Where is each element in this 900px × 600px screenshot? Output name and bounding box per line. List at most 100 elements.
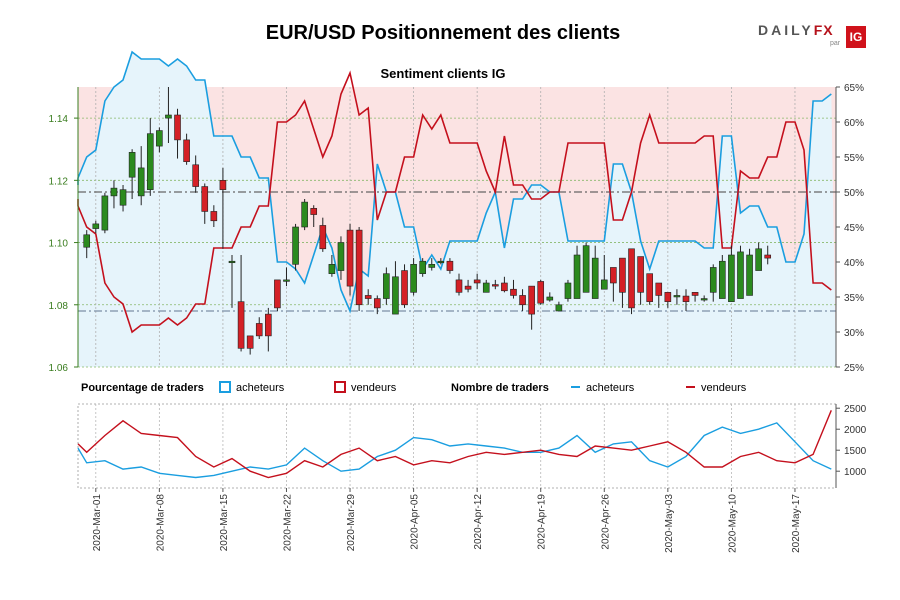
sentiment-lines [77,50,832,334]
legend-buyers-count-label: acheteurs [586,382,635,394]
candle-body [737,251,744,299]
candle-body [219,180,227,190]
candle-body [165,114,172,119]
candle-body [528,285,535,315]
candle-body [92,223,100,229]
candle-body [591,257,599,299]
candle-body [83,234,91,248]
date-tick-label: 2020-Apr-05 [410,494,421,550]
legend-buyers-pct-label: acheteurs [236,382,285,394]
candle-body [246,335,254,349]
date-tick-label: 2020-May-10 [727,494,738,553]
legend-sellers-pct-swatch [334,381,346,393]
count-tick-label: 1500 [844,446,867,457]
candle-body [719,260,726,299]
candle-body [492,284,499,287]
dailyfx-logo: DAILYFX par IG [758,22,866,48]
price-candles [83,87,772,355]
candle-body [237,301,245,349]
candle-body [337,242,345,271]
page-title: EUR/USD Positionnement des clients [265,22,621,44]
candle-body [764,254,772,259]
candle-body [455,279,463,293]
candle-body [655,282,663,296]
legend-sellers-pct-label: vendeurs [351,382,397,394]
sellers-count-line [77,410,832,479]
candle-body [119,189,127,206]
candle-body [383,273,390,299]
legend-sellers-count-label: vendeurs [701,382,747,394]
sentiment-tick-label: 65% [844,83,864,94]
date-tick-label: 2020-Mar-22 [282,494,293,552]
sentiment-tick-label: 50% [844,188,864,199]
legend-pct-title: Pourcentage de traders [81,382,204,394]
price-tick-label: 1.12 [49,176,69,187]
logo-par-text: par [830,40,841,47]
candle-body [664,292,672,302]
candle-body [709,267,717,293]
sentiment-tick-label: 30% [844,328,864,339]
legend-buyers-pct-swatch [219,381,231,393]
candle-body [274,279,281,309]
candle-body [301,201,308,228]
candle-body [410,264,417,293]
candle-body [582,245,590,293]
candle-body [210,211,218,222]
candle-body [192,164,199,187]
candle-body [510,288,517,296]
candle-body [691,292,699,296]
candle-body [419,260,426,274]
candle-body [746,254,753,296]
candle-body [573,254,581,299]
candle-body [110,187,118,197]
candle-body [156,130,163,147]
logo-wordmark: DAILYFX [758,22,834,38]
sentiment-area [78,52,836,367]
date-tick-label: 2020-May-03 [664,494,675,553]
date-tick-label: 2020-Mar-29 [346,494,357,552]
buyers-pct-line [77,50,832,314]
candle-body [137,167,145,197]
candle-body [519,295,526,306]
candle-body [265,313,272,337]
candle-body [328,264,336,274]
candle-body [355,229,363,306]
candle-body [101,195,109,231]
date-tick-label: 2020-Mar-01 [92,494,103,552]
candle-body [700,298,708,301]
candle-body [501,282,508,292]
date-tick-label: 2020-Mar-08 [155,494,166,552]
count-tick-label: 2000 [844,425,867,436]
candle-body [319,225,327,250]
date-tick-label: 2020-Mar-15 [219,494,230,552]
candle-body [283,279,290,282]
sentiment-tick-label: 55% [844,153,864,164]
date-tick-label: 2020-May-17 [791,494,802,553]
date-tick-label: 2020-Apr-19 [537,494,548,550]
price-tick-label: 1.06 [49,363,69,374]
candle-body [610,267,617,284]
main-axes: 1.06 1.08 1.10 1.12 1.14 25% 30% 35% 40% 45% 50% 55… [49,83,865,374]
sentiment-tick-label: 35% [844,293,864,304]
candle-body [619,257,626,293]
candle-body [373,298,381,309]
sentiment-tick-label: 25% [844,363,864,374]
candle-body [728,254,735,302]
candle-body [755,248,762,271]
candle-body [310,208,318,215]
candle-body [392,276,399,315]
buyers-count-line [77,422,832,479]
candle-body [600,279,608,290]
legend: Pourcentage de traders acheteurs vendeur… [81,381,747,394]
candle-body [437,260,445,264]
candle-body [564,282,572,299]
candle-body [464,285,472,290]
candle-body [446,260,454,271]
candle-body [128,152,136,178]
candle-body [646,273,653,302]
candle-body [628,248,635,309]
trader-count-panel: 1000 1500 2000 2500 2020-Mar-01 2020-Mar-08 20… [77,403,867,553]
date-tick-label: 2020-Apr-26 [600,494,611,550]
candle-body [228,260,236,264]
